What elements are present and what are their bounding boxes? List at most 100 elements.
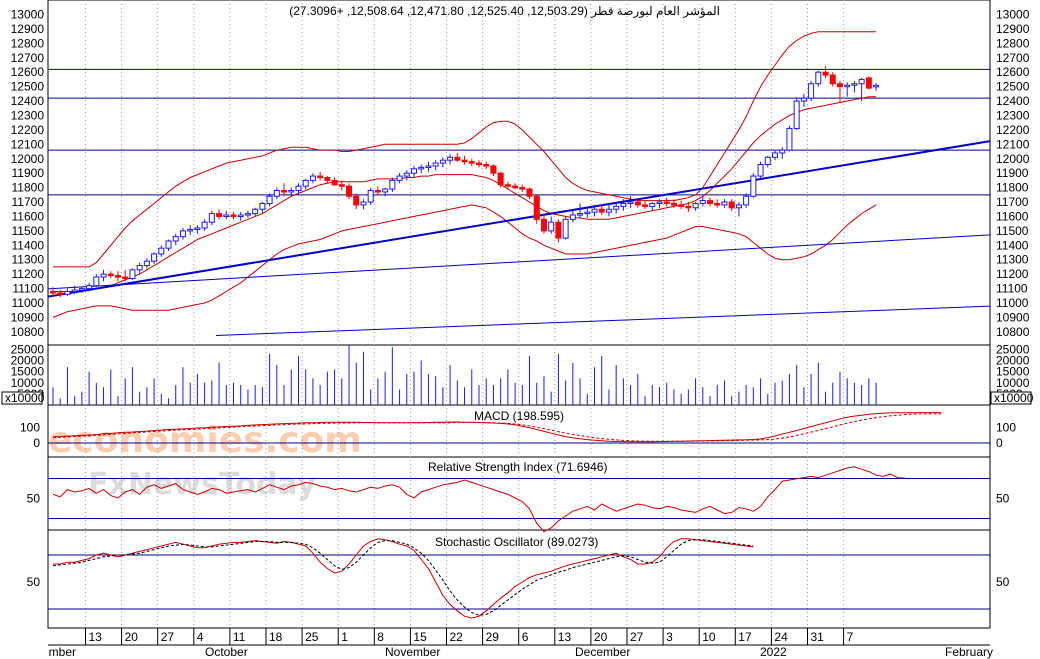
price-tick-label-right: 11000 bbox=[996, 296, 1029, 310]
candle-body bbox=[613, 205, 620, 210]
candle-body bbox=[309, 175, 316, 181]
candle-body bbox=[692, 202, 699, 209]
price-tick-label-right: 13000 bbox=[996, 8, 1030, 22]
date-tick-label: 13 bbox=[558, 630, 572, 644]
candle-body bbox=[100, 273, 107, 278]
month-label: February bbox=[945, 645, 993, 659]
date-tick-label: 1 bbox=[341, 630, 348, 644]
price-tick-label-right: 12600 bbox=[996, 65, 1030, 79]
price-tick-label-right: 12700 bbox=[996, 51, 1030, 65]
candle-body bbox=[353, 195, 360, 206]
date-tick-label: 25 bbox=[305, 630, 319, 644]
month-label: 2022 bbox=[760, 645, 787, 659]
candle-body bbox=[483, 164, 490, 167]
date-tick-label: 15 bbox=[413, 630, 427, 644]
candle-body bbox=[374, 189, 381, 193]
candle-body bbox=[273, 189, 280, 197]
candle-body bbox=[555, 221, 562, 239]
candle-body bbox=[389, 179, 396, 190]
candle-body bbox=[172, 236, 179, 242]
month-label: October bbox=[205, 645, 248, 659]
price-tick-label-left: 11700 bbox=[12, 195, 45, 209]
candle-body bbox=[461, 159, 468, 163]
candle-body bbox=[512, 185, 519, 189]
stochastic-d-line bbox=[52, 539, 754, 616]
price-tick-label-left: 12500 bbox=[11, 80, 45, 94]
price-tick-label-left: 12900 bbox=[11, 22, 45, 36]
candle-body bbox=[208, 213, 215, 223]
volume-unit-label-left: x10000 bbox=[5, 391, 45, 405]
candle-body bbox=[627, 201, 634, 205]
price-tick-label-left: 11100 bbox=[12, 282, 44, 296]
volume-tick-label-left: 20000 bbox=[11, 354, 45, 368]
candle-body bbox=[757, 164, 764, 177]
watermark-economies: economies.com bbox=[48, 420, 362, 461]
date-tick-label: 18 bbox=[269, 630, 283, 644]
candle-body bbox=[663, 201, 670, 205]
candle-body bbox=[295, 185, 302, 191]
candle-body bbox=[237, 214, 244, 218]
candle-body bbox=[288, 189, 295, 193]
stochastic-k-line bbox=[53, 538, 754, 619]
candle-body bbox=[346, 185, 353, 197]
candle-body bbox=[360, 201, 367, 206]
candle-body bbox=[656, 201, 663, 205]
candle-body bbox=[418, 166, 425, 170]
date-tick-label: 20 bbox=[594, 630, 608, 644]
price-tick-label-right: 11400 bbox=[996, 238, 1029, 252]
candle-body bbox=[302, 179, 309, 187]
candle-body bbox=[642, 204, 649, 207]
bollinger-lower-line bbox=[52, 204, 877, 318]
price-tick-label-right: 11600 bbox=[996, 209, 1029, 223]
price-tick-label-left: 12200 bbox=[11, 123, 45, 137]
candle-body bbox=[122, 276, 129, 280]
price-tick-label-left: 11300 bbox=[12, 253, 45, 267]
candle-body bbox=[865, 77, 872, 89]
price-tick-label-right: 12900 bbox=[996, 22, 1030, 36]
volume-unit-label-right: x10000 bbox=[994, 391, 1034, 405]
price-tick-label-left: 11900 bbox=[12, 166, 45, 180]
price-tick-label-right: 11100 bbox=[996, 282, 1028, 296]
volume-tick-label-right: 25000 bbox=[996, 342, 1030, 356]
chart-title-name: المؤشر العام لبورصة قطر bbox=[590, 4, 720, 18]
candle-body bbox=[562, 218, 569, 239]
price-tick-label-right: 12000 bbox=[996, 152, 1030, 166]
rsi-tick-label-right: 50 bbox=[996, 492, 1010, 506]
candle-body bbox=[721, 201, 728, 206]
candle-body bbox=[793, 100, 800, 129]
price-tick-label-right: 11200 bbox=[996, 267, 1029, 281]
candle-body bbox=[670, 202, 677, 206]
date-tick-label: 10 bbox=[702, 630, 716, 644]
macd-tick-label-right: 0 bbox=[996, 436, 1003, 450]
price-tick-label-left: 11800 bbox=[12, 181, 45, 195]
candle-body bbox=[750, 175, 757, 197]
date-tick-label: 27 bbox=[161, 630, 175, 644]
date-tick-label: 13 bbox=[89, 630, 103, 644]
candle-body bbox=[634, 201, 641, 206]
candle-body bbox=[584, 211, 591, 215]
price-tick-label-right: 12400 bbox=[996, 94, 1030, 108]
candle-body bbox=[216, 213, 223, 217]
stochastic-tick-label-right: 50 bbox=[996, 575, 1010, 589]
candle-body bbox=[800, 97, 807, 102]
candle-body bbox=[577, 213, 584, 216]
price-tick-label-left: 12600 bbox=[11, 65, 45, 79]
volume-tick-label-left: 10000 bbox=[11, 376, 45, 390]
date-tick-label: 8 bbox=[377, 630, 384, 644]
volume-tick-label-left: 25000 bbox=[11, 342, 45, 356]
date-tick-label: 11 bbox=[233, 630, 246, 644]
candle-body bbox=[836, 83, 843, 88]
candle-body bbox=[223, 214, 230, 218]
month-label: December bbox=[575, 645, 630, 659]
date-tick-label: 24 bbox=[774, 630, 788, 644]
candle-body bbox=[57, 292, 64, 295]
candle-body bbox=[490, 165, 497, 174]
candle-body bbox=[468, 161, 475, 164]
candle-body bbox=[822, 71, 829, 76]
candle-body bbox=[266, 195, 273, 204]
price-tick-label-left: 12000 bbox=[11, 152, 45, 166]
macd-line bbox=[52, 412, 942, 443]
candle-body bbox=[735, 204, 742, 209]
chart-title: المؤشر العام لبورصة قطر (12,503.29, 12,5… bbox=[289, 4, 720, 18]
candle-body bbox=[728, 201, 735, 209]
